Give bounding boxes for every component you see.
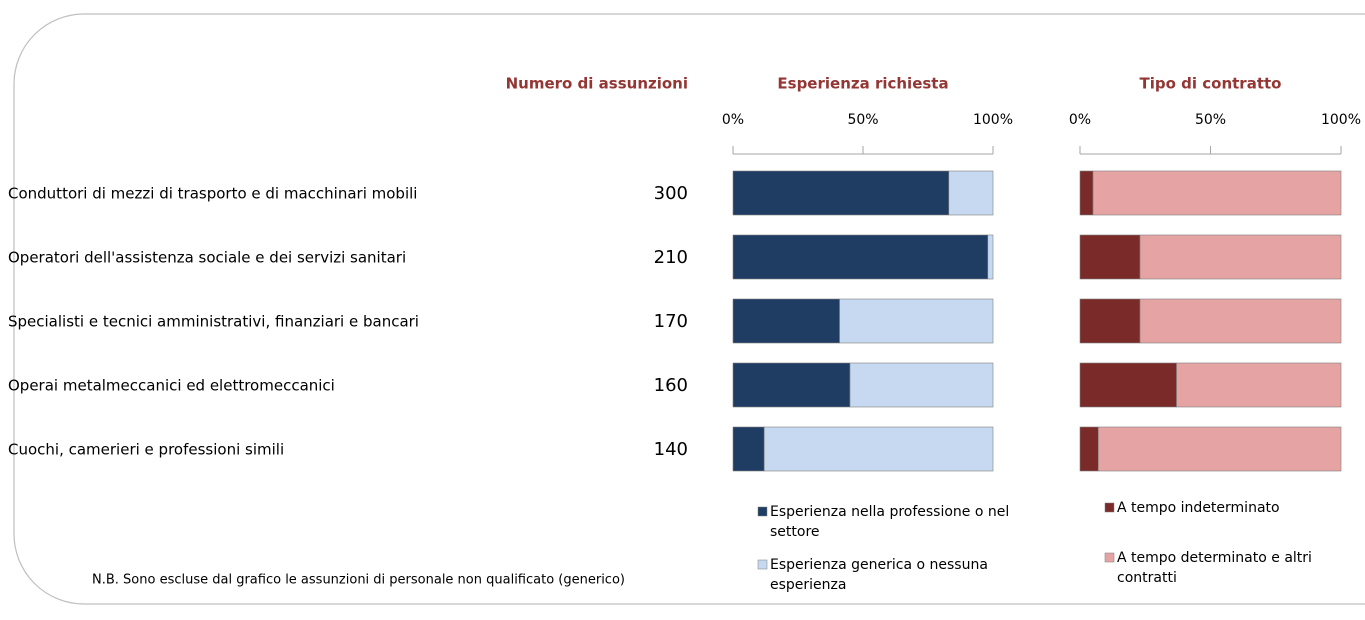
hires-title: Numero di assunzioni — [506, 75, 688, 93]
legend-swatch — [757, 559, 768, 570]
legend-swatch — [1104, 502, 1115, 513]
hires-value: 170 — [654, 311, 688, 332]
hires-value: 140 — [654, 439, 688, 460]
category-label: Operai metalmeccanici ed elettromeccanic… — [8, 377, 335, 395]
x-tick-label: 100% — [973, 112, 1013, 128]
bar-segment — [1079, 362, 1177, 408]
category-label: Specialisti e tecnici amministrativi, fi… — [8, 313, 419, 331]
legend-item: Esperienza nella professione o nel setto… — [770, 504, 1010, 540]
legend-item: A tempo determinato e altri contratti — [1117, 550, 1312, 586]
category-label: Cuochi, camerieri e professioni simili — [8, 441, 284, 459]
x-tick-label: 0% — [722, 112, 744, 128]
bar-segment — [948, 170, 994, 216]
bar-segment — [732, 234, 989, 280]
bar-segment — [1139, 234, 1342, 280]
bar-segment — [839, 298, 994, 344]
bar-segment — [1079, 234, 1141, 280]
hires-value: 300 — [654, 183, 688, 204]
bar-segment — [1176, 362, 1342, 408]
bar-segment — [1139, 298, 1342, 344]
x-tick-label: 50% — [1195, 112, 1226, 128]
legend-label: Esperienza nella professione o nel setto… — [770, 504, 1010, 540]
bar-segment — [732, 170, 950, 216]
legend-label: Esperienza generica o nessuna esperienza — [770, 557, 988, 593]
bar-segment — [1079, 170, 1094, 216]
bar-segment — [987, 234, 994, 280]
bar-segment — [732, 298, 840, 344]
bar-segment — [763, 426, 994, 472]
bar-segment — [1079, 298, 1141, 344]
bar-segment — [1092, 170, 1342, 216]
legend-item: A tempo indeterminato — [1117, 500, 1280, 516]
x-tick-label: 0% — [1069, 112, 1091, 128]
bar-segment — [732, 426, 765, 472]
bar-segment — [1079, 426, 1099, 472]
category-label: Operatori dell'assistenza sociale e dei … — [8, 249, 406, 267]
chart-title: Tipo di contratto — [1140, 75, 1282, 93]
x-tick-label: 100% — [1321, 112, 1361, 128]
hires-value: 210 — [654, 247, 688, 268]
hires-value: 160 — [654, 375, 688, 396]
bar-segment — [849, 362, 994, 408]
legend-swatch — [1104, 552, 1115, 563]
x-tick-label: 50% — [847, 112, 878, 128]
legend-swatch — [757, 506, 768, 517]
note: N.B. Sono escluse dal grafico le assunzi… — [92, 573, 625, 588]
legend-label: A tempo indeterminato — [1117, 500, 1280, 516]
legend-label: A tempo determinato e altri contratti — [1117, 550, 1312, 586]
bar-segment — [732, 362, 851, 408]
frame — [13, 13, 1365, 605]
bar-segment — [1097, 426, 1342, 472]
legend-item: Esperienza generica o nessuna esperienza — [770, 557, 988, 593]
chart-title: Esperienza richiesta — [777, 75, 948, 93]
category-label: Conduttori di mezzi di trasporto e di ma… — [8, 185, 417, 203]
